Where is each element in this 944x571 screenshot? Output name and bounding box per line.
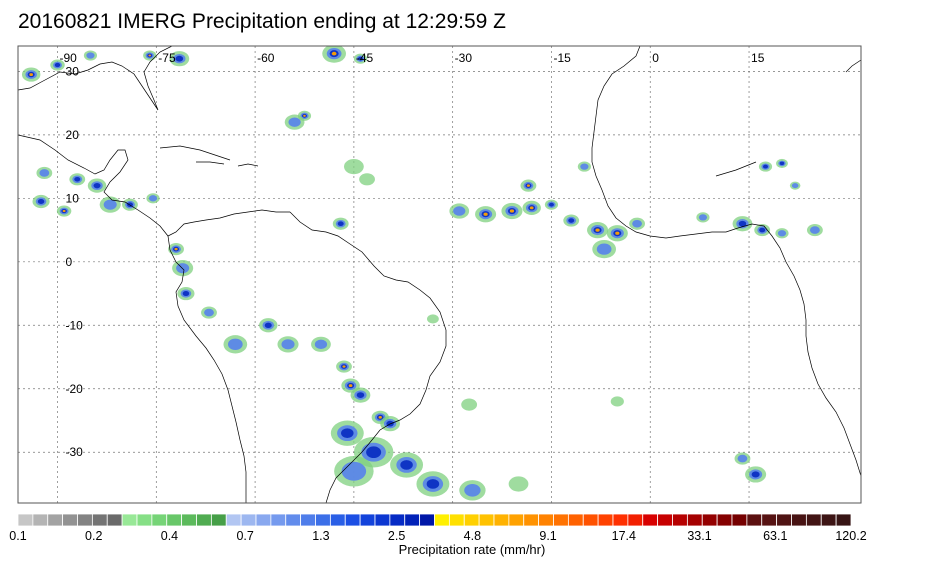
precip-cell — [99, 196, 121, 213]
precip-cell — [69, 173, 86, 186]
precip-cell — [353, 53, 368, 64]
lon-tick-label: 0 — [652, 51, 659, 65]
precip-cell — [83, 50, 98, 61]
lon-tick-label: -60 — [257, 51, 275, 65]
precip-cell — [344, 158, 364, 175]
precip-cell — [330, 420, 364, 446]
lat-tick-label: -30 — [66, 445, 84, 459]
precip-cell — [277, 336, 299, 353]
precip-cell — [544, 199, 559, 210]
precip-cell — [169, 51, 190, 67]
colorbar-tick-label: 1.3 — [312, 529, 330, 543]
colorbar-tick-label: 9.1 — [539, 529, 557, 543]
precip-cell — [21, 67, 41, 82]
precip-cell — [50, 59, 65, 71]
colorbar-tick-label: 4.8 — [463, 529, 482, 543]
precip-cell — [449, 203, 470, 219]
colorbar-tick-label: 0.2 — [85, 529, 103, 543]
lat-tick-label: 0 — [66, 255, 73, 269]
colorbar-tick-label: 0.4 — [160, 529, 179, 543]
precip-cell — [36, 166, 53, 180]
lon-tick-label: -30 — [455, 51, 473, 65]
precip-cell — [322, 46, 346, 63]
lon-tick-label: -90 — [60, 51, 78, 65]
tick-labels: -90 -75 -60 -45 -30 -15 0 15 30 20 10 0 -10 -20 -30 — [60, 51, 765, 459]
precip-cell — [146, 193, 160, 204]
precip-cell — [501, 202, 523, 220]
precip-cell — [390, 452, 424, 478]
precip-cell — [259, 318, 278, 333]
precip-cell — [789, 181, 801, 190]
precip-cell — [87, 178, 107, 193]
colorbar-tick-label: 2.5 — [387, 529, 406, 543]
precip-cell — [311, 336, 331, 352]
precip-cell — [629, 217, 645, 230]
precip-cell — [426, 314, 439, 324]
lon-tick-label: -15 — [553, 51, 571, 65]
precip-cell — [32, 194, 50, 209]
colorbar-tick-label: 120.2 — [835, 529, 867, 543]
colorbar-tick-label: 17.4 — [611, 529, 636, 543]
map-title: 20160821 IMERG Precipitation ending at 1… — [18, 10, 506, 33]
colorbar-tick-label: 33.1 — [687, 529, 712, 543]
lon-tick-label: -75 — [158, 51, 176, 65]
precip-cell — [461, 398, 478, 411]
precip-cell — [416, 471, 450, 497]
precip-cell — [475, 206, 497, 223]
precip-cell — [223, 335, 248, 354]
coastlines — [18, 46, 861, 503]
precip-cell — [143, 50, 157, 61]
precip-cell — [758, 161, 773, 172]
precip-cell — [350, 387, 371, 403]
precip-cell — [522, 200, 541, 215]
precip-cell — [341, 378, 360, 393]
precip-cell — [732, 216, 753, 232]
precip-cell — [172, 260, 194, 277]
lat-tick-label: 30 — [66, 64, 80, 78]
precip-cell — [696, 212, 710, 223]
precip-cell — [520, 179, 537, 192]
precip-cell — [806, 223, 823, 237]
precipitation-map: -90 -75 -60 -45 -30 -15 0 15 30 20 10 0 -10 -20 -30 — [17, 45, 862, 504]
colorbar-title: Precipitation rate (mm/hr) — [398, 542, 546, 557]
precip-cell — [284, 114, 305, 130]
precip-cell — [606, 225, 628, 242]
precip-cell — [56, 205, 72, 217]
precip-cell — [201, 306, 217, 319]
lat-tick-label: 20 — [66, 128, 80, 142]
colorbar-tick-label: 0.1 — [9, 529, 27, 543]
lon-tick-label: -45 — [356, 51, 374, 65]
colorbar-tick-label: 0.7 — [236, 529, 254, 543]
precip-cell — [610, 396, 624, 407]
precip-cell — [577, 161, 591, 172]
precip-cell — [508, 476, 529, 492]
precip-cell — [459, 480, 486, 501]
colorbar-tick-label: 63.1 — [763, 529, 788, 543]
precip-cell — [332, 217, 349, 230]
precip-cell — [592, 239, 617, 259]
precip-cell — [754, 223, 771, 237]
lon-tick-label: 15 — [751, 51, 765, 65]
precip-cell — [359, 173, 375, 186]
precip-cell — [336, 360, 352, 373]
precip-cell — [587, 221, 609, 239]
precip-cell — [745, 466, 767, 483]
precip-cell — [775, 228, 789, 239]
precip-cell — [168, 243, 184, 256]
precipitation-layer — [21, 46, 823, 501]
lat-tick-label: 10 — [66, 191, 80, 205]
precip-cell — [734, 452, 751, 465]
map-frame — [17, 45, 862, 504]
precip-cell — [776, 158, 788, 168]
lat-tick-label: -20 — [66, 382, 84, 396]
precip-cell — [177, 286, 195, 301]
precip-cell — [563, 214, 580, 227]
lat-tick-label: -10 — [66, 318, 84, 332]
